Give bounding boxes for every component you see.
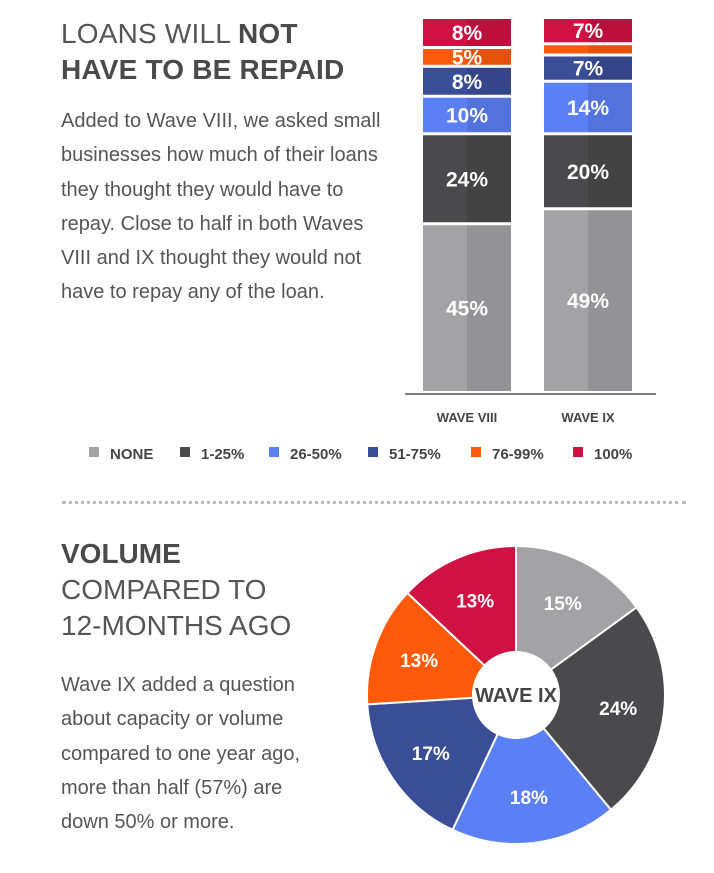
bar-segment-shade bbox=[588, 45, 632, 54]
bar-segment-shade bbox=[467, 135, 511, 223]
bar-data-label: 8% bbox=[452, 22, 483, 45]
bar-segment bbox=[544, 82, 588, 133]
legend-swatch bbox=[368, 447, 378, 457]
legend-label: 26-50% bbox=[290, 446, 342, 463]
bar-segment bbox=[423, 67, 467, 95]
bar-segment-shade bbox=[467, 67, 511, 95]
legend-swatch bbox=[89, 447, 99, 457]
bar-data-label: 20% bbox=[567, 161, 609, 184]
bar-segment bbox=[423, 49, 467, 65]
loans-title: LOANS WILL NOT HAVE TO BE REPAID bbox=[61, 16, 391, 88]
x-tick-label: WAVE VIII bbox=[437, 410, 497, 425]
pie-slice bbox=[514, 606, 666, 812]
bar-data-label: 49% bbox=[567, 290, 609, 313]
volume-description: Wave IX added a question about capacity … bbox=[61, 674, 301, 834]
bar-segment-shade bbox=[588, 56, 632, 80]
legend-label: 76-99% bbox=[492, 446, 544, 463]
bar-segment-shade bbox=[467, 19, 511, 46]
pie-slice-label: 18% bbox=[510, 788, 548, 809]
bar-data-label: 7% bbox=[573, 20, 604, 43]
loans-title-regular: LOANS WILL bbox=[61, 18, 238, 49]
section-divider bbox=[62, 501, 686, 504]
bar-segment bbox=[544, 45, 588, 54]
pie-slice-label: 13% bbox=[456, 591, 494, 612]
legend-label: NONE bbox=[110, 446, 153, 463]
legend-swatch bbox=[573, 447, 583, 457]
legend-swatch bbox=[180, 447, 190, 457]
bar-segment-shade bbox=[467, 49, 511, 65]
x-tick-label: WAVE IX bbox=[561, 410, 615, 425]
bar-segment bbox=[544, 210, 588, 391]
bar-segment-shade bbox=[588, 19, 632, 43]
bar-segment-shade bbox=[467, 97, 511, 133]
bar-segment-shade bbox=[467, 225, 511, 391]
bar-data-label: 10% bbox=[446, 105, 488, 128]
bar-segment bbox=[423, 135, 467, 223]
bar-segment bbox=[423, 97, 467, 133]
pie-slice-label: 13% bbox=[400, 651, 438, 672]
legend-label: 100% bbox=[594, 446, 632, 463]
bar-segment bbox=[423, 225, 467, 391]
donut-center-label: WAVE IX bbox=[475, 685, 558, 707]
bar-segment-shade bbox=[588, 135, 632, 208]
bar-segment bbox=[544, 135, 588, 208]
loans-description: Added to Wave VIII, we asked small busin… bbox=[61, 110, 381, 304]
pie-slice-label: 24% bbox=[599, 699, 637, 720]
bar-data-label: 45% bbox=[446, 298, 488, 321]
bar-data-label: 7% bbox=[573, 58, 604, 81]
loans-title-line2: HAVE TO BE REPAID bbox=[61, 54, 345, 85]
donut-hole bbox=[472, 651, 560, 739]
volume-title: VOLUME COMPARED TO 12-MONTHS AGO bbox=[61, 536, 361, 644]
pie-slice bbox=[366, 693, 518, 832]
volume-title-line2: COMPARED TO bbox=[61, 574, 267, 605]
pie-slice bbox=[451, 693, 613, 845]
bar-data-label: 14% bbox=[567, 97, 609, 120]
bar-segment-shade bbox=[588, 210, 632, 391]
legend-swatch bbox=[269, 447, 279, 457]
bar-segment bbox=[423, 19, 467, 46]
legend-label: 51-75% bbox=[389, 446, 441, 463]
volume-title-line3: 12-MONTHS AGO bbox=[61, 610, 292, 641]
pie-slice bbox=[515, 544, 638, 697]
pie-slice-label: 17% bbox=[412, 744, 450, 765]
legend-swatch bbox=[471, 447, 481, 457]
pie-slice-label: 15% bbox=[544, 594, 582, 615]
bar-data-label: 5% bbox=[452, 46, 483, 69]
bar-segment bbox=[544, 56, 588, 80]
bar-segment bbox=[544, 19, 588, 43]
legend-label: 1-25% bbox=[201, 446, 244, 463]
bar-data-label: 24% bbox=[446, 168, 488, 191]
pie-slice bbox=[405, 544, 517, 698]
bar-segment-shade bbox=[588, 82, 632, 133]
volume-title-bold: VOLUME bbox=[61, 538, 181, 569]
bar-data-label: 8% bbox=[452, 71, 483, 94]
loans-title-bold: NOT bbox=[238, 18, 298, 49]
